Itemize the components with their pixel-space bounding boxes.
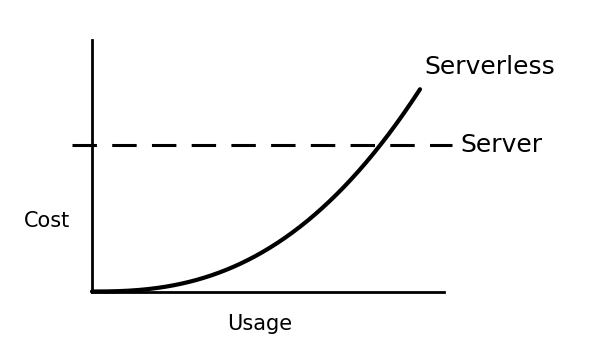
Text: Cost: Cost [24,211,70,231]
Text: Usage: Usage [227,314,293,334]
Text: Server: Server [460,133,542,157]
Text: Serverless: Serverless [424,55,555,79]
